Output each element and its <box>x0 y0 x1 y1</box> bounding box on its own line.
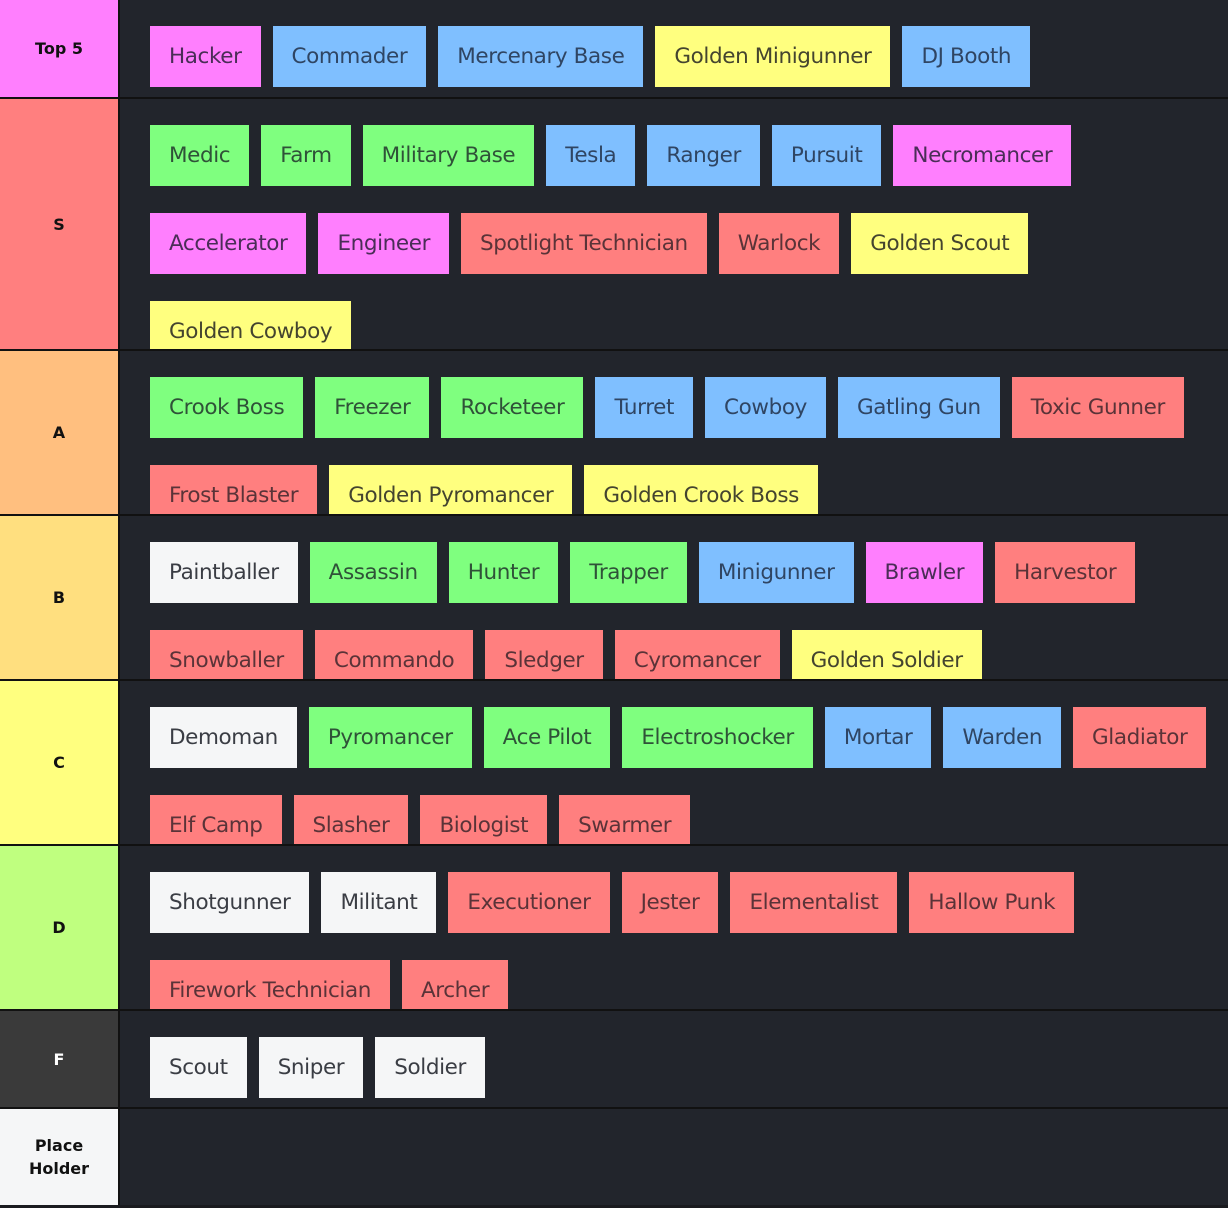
tier-item[interactable]: Hacker <box>150 26 261 87</box>
tier-item[interactable]: Spotlight Technician <box>461 213 707 274</box>
tier-item[interactable]: Necromancer <box>893 125 1072 186</box>
tier-item[interactable]: Mortar <box>824 707 932 768</box>
tier-item[interactable]: Scout <box>150 1037 247 1098</box>
tier-label[interactable]: Top 5 <box>0 0 120 97</box>
tier-item[interactable]: Ranger <box>647 125 760 186</box>
tier-item[interactable]: Electroshocker <box>622 707 813 768</box>
tier-item[interactable]: Warden <box>943 707 1062 768</box>
tier-item[interactable]: DJ Booth <box>902 26 1031 87</box>
tier-item[interactable]: Golden Scout <box>851 213 1029 274</box>
tier-row: D Shotgunner Militant Executioner Jester Elem… <box>0 844 1228 1021</box>
tier-item[interactable]: Demoman <box>150 707 297 768</box>
tier-label[interactable]: D <box>0 846 120 1009</box>
tier-label[interactable]: C <box>0 681 120 844</box>
tier-item[interactable]: Golden Minigunner <box>655 26 891 87</box>
tier-item[interactable]: Farm <box>261 125 351 186</box>
tier-items-dropzone[interactable]: Demoman Pyromancer Ace Pilot Electroshocker… <box>120 681 1228 856</box>
tier-item[interactable]: Turret <box>595 377 694 438</box>
tier-row: Top 5 Hacker Commader Mercenary Base Golden … <box>0 0 1228 97</box>
tier-item[interactable]: Commader <box>272 26 427 87</box>
tier-item[interactable]: Tesla <box>546 125 636 186</box>
tier-items-dropzone[interactable]: Paintballer Assassin Hunter Trapper Minigunn… <box>120 516 1228 691</box>
tier-item[interactable]: Militant <box>321 872 437 933</box>
tier-row: A Crook Boss Freezer Rocketeer Turret Cowboy G… <box>0 349 1228 526</box>
tier-item[interactable]: Engineer <box>318 213 450 274</box>
tier-row: C Demoman Pyromancer Ace Pilot Electroshocke… <box>0 679 1228 856</box>
tier-item[interactable]: Cowboy <box>705 377 826 438</box>
tier-row: S Medic Farm Military Base Tesla Ranger Pursui… <box>0 97 1228 362</box>
tier-item[interactable]: Trapper <box>570 542 687 603</box>
tier-item[interactable]: Accelerator <box>150 213 307 274</box>
tier-items-dropzone[interactable]: Scout Sniper Soldier <box>120 1011 1228 1107</box>
tier-item[interactable]: Harvestor <box>995 542 1136 603</box>
tier-row: F Scout Sniper Soldier <box>0 1009 1228 1107</box>
tier-item[interactable]: Brawler <box>865 542 984 603</box>
tier-item[interactable]: Soldier <box>375 1037 485 1098</box>
tier-item[interactable]: Jester <box>621 872 719 933</box>
tier-label[interactable]: B <box>0 516 120 679</box>
tier-item[interactable]: Elementalist <box>730 872 898 933</box>
tier-item[interactable]: Medic <box>150 125 250 186</box>
tier-item[interactable]: Rocketeer <box>441 377 584 438</box>
tier-label[interactable]: S <box>0 99 120 349</box>
tier-items-dropzone[interactable]: Medic Farm Military Base Tesla Ranger Pursuit… <box>120 99 1228 362</box>
tier-item[interactable]: Gatling Gun <box>837 377 1000 438</box>
tier-label[interactable]: A <box>0 351 120 514</box>
tier-items-dropzone[interactable]: Crook Boss Freezer Rocketeer Turret Cowboy Ga… <box>120 351 1228 526</box>
tier-item[interactable]: Gladiator <box>1073 707 1207 768</box>
tier-item[interactable]: Hunter <box>448 542 559 603</box>
tier-item[interactable]: Freezer <box>315 377 430 438</box>
tier-label[interactable]: Place Holder <box>0 1109 120 1205</box>
tier-item[interactable]: Sniper <box>258 1037 364 1098</box>
tier-label[interactable]: F <box>0 1011 120 1107</box>
tier-item[interactable]: Military Base <box>362 125 535 186</box>
tier-item[interactable]: Crook Boss <box>150 377 304 438</box>
tier-row: B Paintballer Assassin Hunter Trapper Minigun… <box>0 514 1228 691</box>
tier-item[interactable]: Pyromancer <box>308 707 472 768</box>
tier-item[interactable]: Toxic Gunner <box>1011 377 1184 438</box>
tier-item[interactable]: Ace Pilot <box>483 707 611 768</box>
tier-item[interactable]: Pursuit <box>771 125 882 186</box>
tier-item[interactable]: Paintballer <box>150 542 298 603</box>
tier-item[interactable]: Hallow Punk <box>909 872 1075 933</box>
tier-item[interactable]: Executioner <box>448 872 610 933</box>
tier-item[interactable]: Minigunner <box>698 542 854 603</box>
tier-item[interactable]: Mercenary Base <box>438 26 644 87</box>
tier-items-dropzone[interactable] <box>120 1109 1228 1205</box>
tier-items-dropzone[interactable]: Hacker Commader Mercenary Base Golden Minig… <box>120 0 1228 97</box>
tier-item[interactable]: Assassin <box>309 542 437 603</box>
tier-item[interactable]: Shotgunner <box>150 872 310 933</box>
tier-item[interactable]: Warlock <box>718 213 840 274</box>
tier-items-dropzone[interactable]: Shotgunner Militant Executioner Jester Eleme… <box>120 846 1228 1021</box>
tier-row: Place Holder <box>0 1107 1228 1205</box>
